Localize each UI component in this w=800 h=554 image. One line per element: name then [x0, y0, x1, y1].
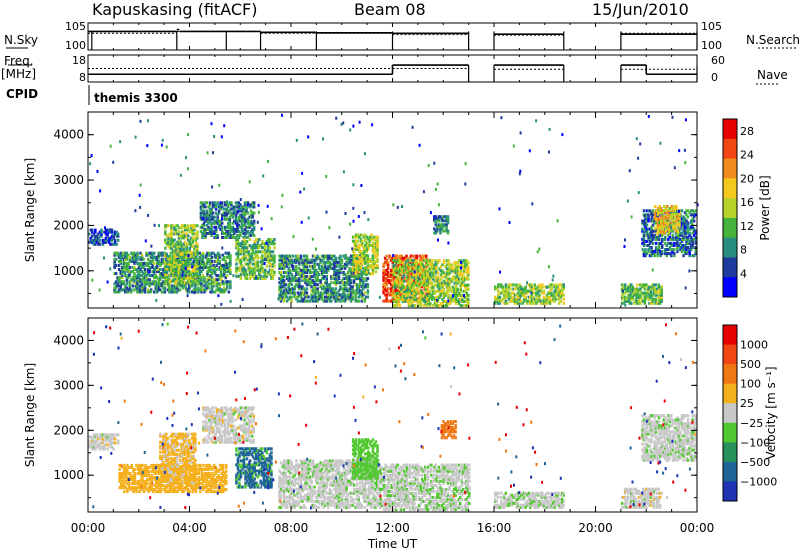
velocity-colorbar-tick-3: 25: [740, 397, 754, 410]
velocity-colorbar-cell-6: [723, 442, 737, 463]
velocity-colorbar-cell-5: [723, 422, 737, 443]
beam-title: Beam 08: [354, 0, 426, 19]
power-colorbar-frame: [722, 118, 738, 298]
date-title: 15/Jun/2010: [592, 0, 689, 19]
velocity-colorbar-tick-7: −1000: [740, 475, 777, 488]
velocity-ytick-label-2: 3000: [53, 378, 84, 392]
nave-label: Nave: [757, 68, 788, 82]
cpid-value: themis 3300: [94, 91, 178, 105]
station-title: Kapuskasing (fitACF): [92, 0, 258, 19]
freq-line: [88, 64, 697, 76]
nsearch-line: [88, 30, 697, 36]
nsky-label: N.Sky: [4, 33, 39, 47]
cpid-label: CPID: [6, 87, 39, 101]
freq-ytick-right-1: 0: [711, 71, 718, 84]
freq-label: Freq.: [4, 54, 34, 68]
velocity-cells: [88, 322, 697, 512]
power-colorbar-tick-6: 28: [740, 125, 754, 138]
power-colorbar-cell-0: [723, 119, 737, 140]
velocity-colorbar-cell-0: [723, 325, 737, 346]
velocity-ytick-label-0: 1000: [53, 468, 84, 482]
xtick-label-4: 16:00: [477, 521, 512, 535]
velocity-colorbar-cell-8: [723, 481, 737, 502]
power-colorbar-tick-0: 4: [740, 267, 747, 280]
velocity-colorbar-tick-1: 500: [740, 358, 761, 371]
velocity-ytick-label-1: 2000: [53, 423, 84, 437]
noise-ytick-left-1: 100: [65, 39, 86, 52]
velocity-colorbar-tick-2: 100: [740, 378, 761, 391]
power-colorbar-tick-1: 8: [740, 244, 747, 257]
noise-ytick-right-0: 105: [701, 20, 722, 33]
power-colorbar-tick-2: 12: [740, 220, 754, 233]
power-colorbar-cell-7: [723, 257, 737, 278]
velocity-colorbar-tick-6: −500: [740, 456, 770, 469]
power-colorbar-cell-6: [723, 237, 737, 258]
freq-ytick-left-0: 18: [72, 54, 86, 67]
velocity-ylabel: Slant Range [km]: [23, 363, 37, 467]
velocity-colorbar-label: Velocity [m s⁻¹]: [764, 366, 778, 459]
power-colorbar-tick-5: 24: [740, 149, 754, 162]
nsearch-label: N.Search: [746, 33, 800, 47]
power-ytick-label-1: 2000: [53, 218, 84, 232]
velocity-colorbar-cell-4: [723, 403, 737, 424]
velocity-colorbar-tick-5: −100: [740, 436, 770, 449]
power-colorbar-cell-8: [723, 277, 737, 298]
velocity-colorbar-cell-3: [723, 383, 737, 404]
power-ytick-label-0: 1000: [53, 264, 84, 278]
xlabel: Time UT: [367, 537, 418, 551]
nave-line: [88, 68, 697, 70]
power-cells: [88, 113, 699, 308]
xtick-label-5: 20:00: [578, 521, 613, 535]
power-ytick-label-3: 4000: [53, 128, 84, 142]
power-ylabel: Slant Range [km]: [23, 158, 37, 262]
velocity-colorbar-frame: [722, 324, 738, 502]
mhz-label: [MHz]: [1, 67, 37, 81]
xtick-label-3: 12:00: [375, 521, 410, 535]
velocity-colorbar-cell-1: [723, 344, 737, 365]
noise-ytick-right-1: 100: [701, 39, 722, 52]
velocity-colorbar-cell-7: [723, 461, 737, 482]
freq-ytick-left-1: 8: [79, 71, 86, 84]
xtick-label-6: 00:00: [680, 521, 715, 535]
freq-ytick-right-0: 60: [711, 54, 725, 67]
xtick-label-1: 04:00: [172, 521, 207, 535]
power-colorbar-cell-5: [723, 217, 737, 239]
noise-ytick-left-0: 105: [65, 20, 86, 33]
power-colorbar-cell-3: [723, 178, 737, 199]
power-colorbar-tick-4: 20: [740, 172, 754, 185]
velocity-colorbar-cell-2: [723, 364, 737, 385]
power-colorbar-cell-4: [723, 198, 737, 219]
velocity-colorbar-tick-0: 1000: [740, 339, 768, 352]
power-colorbar-cell-1: [723, 138, 737, 160]
xtick-label-2: 08:00: [274, 521, 309, 535]
velocity-colorbar-tick-4: −25: [740, 417, 763, 430]
power-colorbar-tick-3: 16: [740, 196, 754, 209]
velocity-ytick-label-3: 4000: [53, 333, 84, 347]
power-colorbar-label: Power [dB]: [758, 175, 772, 240]
power-colorbar-cell-2: [723, 158, 737, 179]
xtick-label-0: 00:00: [71, 521, 106, 535]
power-ytick-label-2: 3000: [53, 173, 84, 187]
